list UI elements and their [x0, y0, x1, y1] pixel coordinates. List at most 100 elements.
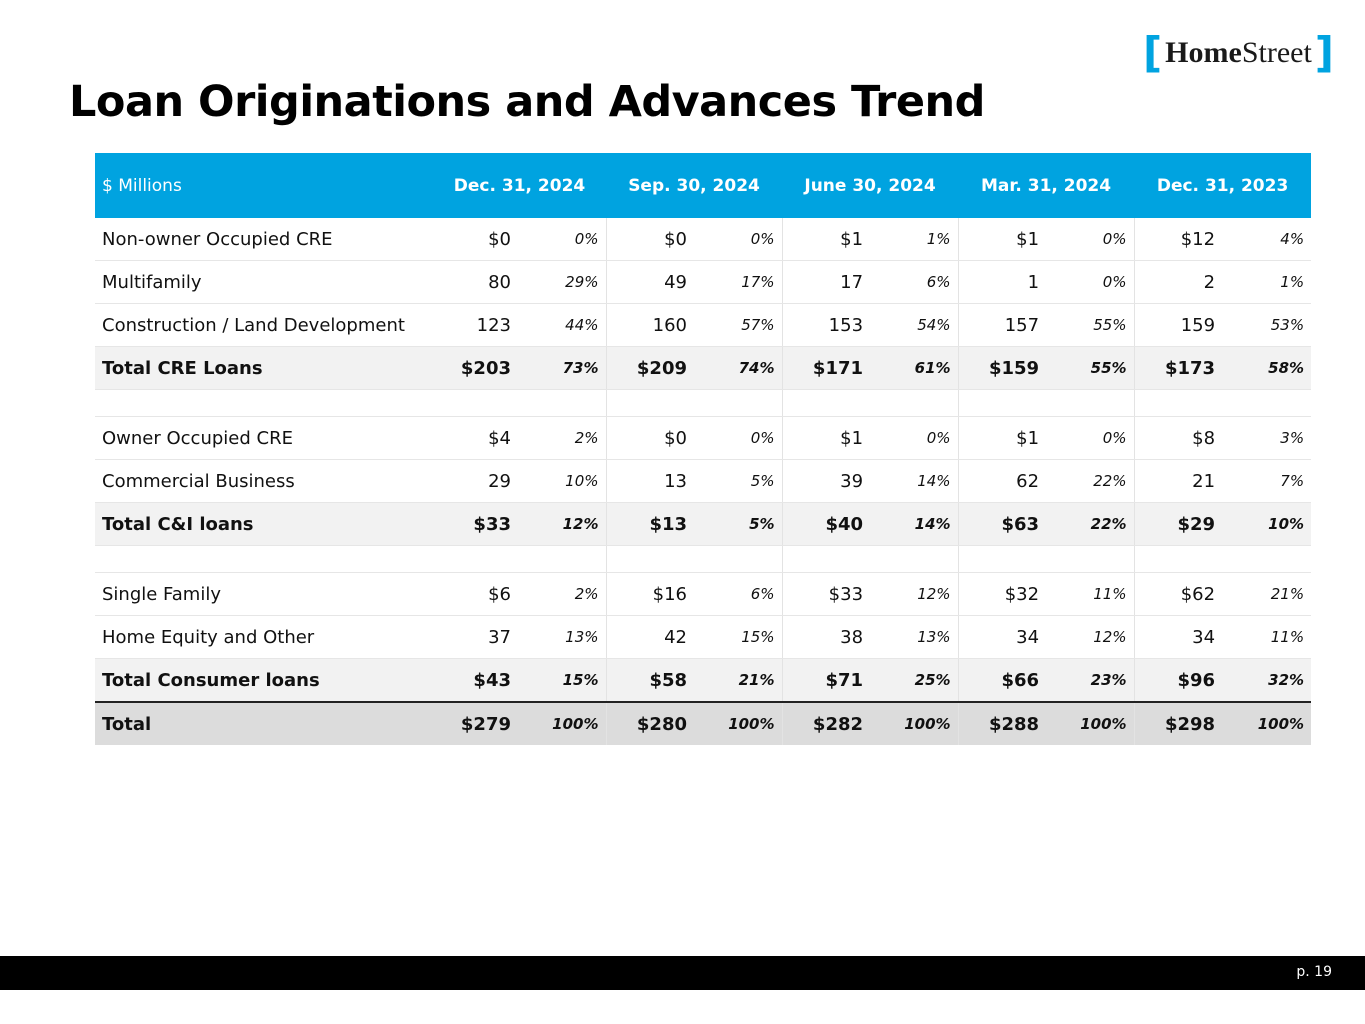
percent-cell: 25% [870, 658, 959, 703]
table-row: Commercial Business 29 10% 13 5% 39 14% 62 22% 21… [95, 459, 1312, 503]
amount-cell: $288 [958, 702, 1047, 745]
amount-cell: $280 [606, 702, 695, 745]
amount-cell: $62 [1134, 572, 1223, 616]
percent-cell: 29% [518, 260, 607, 304]
amount-cell: $4 [433, 416, 518, 460]
amount-cell: 1 [958, 260, 1047, 304]
spacer-cell [95, 545, 433, 573]
percent-cell: 73% [518, 346, 607, 390]
amount-cell: $12 [1134, 218, 1223, 261]
amount-cell: $71 [782, 658, 871, 703]
amount-cell: $58 [606, 658, 695, 703]
subtotal-row: Total CRE Loans $203 73% $209 74% $171 61% $159… [95, 346, 1312, 390]
percent-cell: 53% [1222, 303, 1312, 347]
amount-cell: $1 [782, 218, 871, 261]
amount-cell: $29 [1134, 502, 1223, 546]
percent-cell: 22% [1046, 459, 1135, 503]
amount-cell: 34 [958, 615, 1047, 659]
amount-cell: $209 [606, 346, 695, 390]
spacer-row [95, 389, 1312, 417]
row-label: Construction / Land Development [95, 303, 433, 347]
grand-total-row: Total $279 100% $280 100% $282 100% $288 100% $29… [95, 702, 1312, 745]
subtotal-row: Total Consumer loans $43 15% $58 21% $71 25% $6… [95, 658, 1312, 703]
row-label: Commercial Business [95, 459, 433, 503]
table-row: Home Equity and Other 37 13% 42 15% 38 13% 34 12… [95, 615, 1312, 659]
amount-cell: $282 [782, 702, 871, 745]
amount-cell: $66 [958, 658, 1047, 703]
percent-cell: 11% [1046, 572, 1135, 616]
amount-cell: 123 [433, 303, 518, 347]
logo-wordmark: HomeStreet [1165, 38, 1312, 68]
percent-cell: 55% [1046, 303, 1135, 347]
percent-cell: 2% [518, 572, 607, 616]
percent-cell: 6% [870, 260, 959, 304]
amount-cell: $1 [782, 416, 871, 460]
amount-cell: 38 [782, 615, 871, 659]
percent-cell: 32% [1222, 658, 1312, 703]
percent-cell: 3% [1222, 416, 1312, 460]
spacer-cell [1134, 389, 1223, 417]
percent-cell: 1% [870, 218, 959, 261]
percent-cell: 22% [1046, 502, 1135, 546]
percent-cell: 44% [518, 303, 607, 347]
row-label: Total Consumer loans [95, 658, 433, 703]
percent-cell: 58% [1222, 346, 1312, 390]
amount-cell: 159 [1134, 303, 1223, 347]
percent-cell: 0% [870, 416, 959, 460]
amount-cell: $159 [958, 346, 1047, 390]
table-row: Single Family $6 2% $16 6% $33 12% $32 11% $62 21% [95, 572, 1312, 616]
period-header: June 30, 2024 [782, 153, 959, 218]
logo-bracket-open: [ [1142, 28, 1163, 77]
spacer-cell [782, 389, 871, 417]
period-header: Sep. 30, 2024 [606, 153, 783, 218]
homestreet-logo: [ HomeStreet ] [1143, 30, 1334, 76]
row-label: Single Family [95, 572, 433, 616]
amount-cell: $0 [606, 416, 695, 460]
percent-cell: 15% [694, 615, 783, 659]
spacer-cell [1046, 389, 1135, 417]
percent-cell: 10% [1222, 502, 1312, 546]
amount-cell: $0 [433, 218, 518, 261]
amount-cell: 17 [782, 260, 871, 304]
amount-cell: $173 [1134, 346, 1223, 390]
percent-cell: 1% [1222, 260, 1312, 304]
logo-word-bold: Home [1165, 36, 1242, 69]
percent-cell: 21% [694, 658, 783, 703]
percent-cell: 100% [694, 702, 783, 745]
percent-cell: 23% [1046, 658, 1135, 703]
spacer-cell [958, 389, 1047, 417]
percent-cell: 100% [518, 702, 607, 745]
percent-cell: 14% [870, 459, 959, 503]
percent-cell: 61% [870, 346, 959, 390]
amount-cell: $6 [433, 572, 518, 616]
amount-cell: 29 [433, 459, 518, 503]
amount-cell: $96 [1134, 658, 1223, 703]
amount-cell: $16 [606, 572, 695, 616]
percent-cell: 74% [694, 346, 783, 390]
percent-cell: 54% [870, 303, 959, 347]
amount-cell: 2 [1134, 260, 1223, 304]
percent-cell: 17% [694, 260, 783, 304]
spacer-cell [518, 389, 607, 417]
amount-cell: 37 [433, 615, 518, 659]
percent-cell: 13% [518, 615, 607, 659]
percent-cell: 0% [694, 218, 783, 261]
amount-cell: 13 [606, 459, 695, 503]
spacer-cell [958, 545, 1047, 573]
period-header: Dec. 31, 2024 [433, 153, 607, 218]
row-label: Owner Occupied CRE [95, 416, 433, 460]
percent-cell: 0% [1046, 218, 1135, 261]
percent-cell: 100% [1046, 702, 1135, 745]
amount-cell: 42 [606, 615, 695, 659]
amount-cell: $0 [606, 218, 695, 261]
amount-cell: $298 [1134, 702, 1223, 745]
period-header: Mar. 31, 2024 [958, 153, 1135, 218]
percent-cell: 100% [870, 702, 959, 745]
amount-cell: $32 [958, 572, 1047, 616]
percent-cell: 10% [518, 459, 607, 503]
period-header: Dec. 31, 2023 [1134, 153, 1312, 218]
amount-cell: $1 [958, 218, 1047, 261]
percent-cell: 0% [1046, 260, 1135, 304]
table-row: Construction / Land Development 123 44% 160… [95, 303, 1312, 347]
percent-cell: 0% [1046, 416, 1135, 460]
